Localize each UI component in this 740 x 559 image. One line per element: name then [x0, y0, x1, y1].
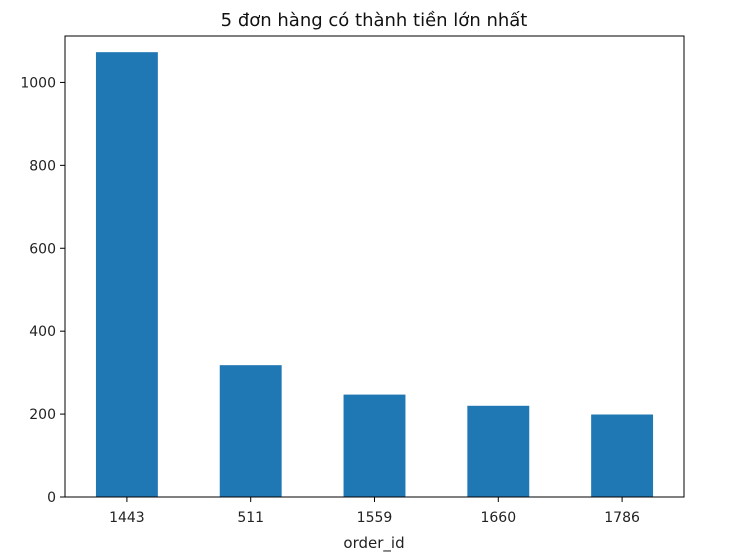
- bar-1786: [591, 414, 654, 497]
- y-tick-label: 600: [29, 241, 56, 257]
- chart-title: 5 đơn hàng có thành tiền lớn nhất: [221, 10, 528, 31]
- y-tick-label: 0: [47, 490, 56, 506]
- x-tick-label: 1559: [357, 510, 393, 526]
- x-axis-label: order_id: [343, 534, 404, 553]
- y-tick-label: 800: [29, 158, 56, 174]
- bar-1559: [343, 394, 406, 497]
- bar-511: [219, 365, 282, 497]
- y-tick-label: 1000: [20, 75, 56, 91]
- x-tick-label: 511: [237, 510, 264, 526]
- x-tick-label: 1660: [480, 510, 516, 526]
- y-tick-label: 400: [29, 324, 56, 340]
- plot-area: 0 200 400 600 800 1000 1443 511 1559 1660 1786: [20, 35, 685, 526]
- x-tick-label: 1786: [604, 510, 640, 526]
- bar-1660: [467, 405, 530, 497]
- y-tick-label: 200: [29, 407, 56, 423]
- x-tick-label: 1443: [109, 510, 145, 526]
- bar-1443: [95, 52, 158, 498]
